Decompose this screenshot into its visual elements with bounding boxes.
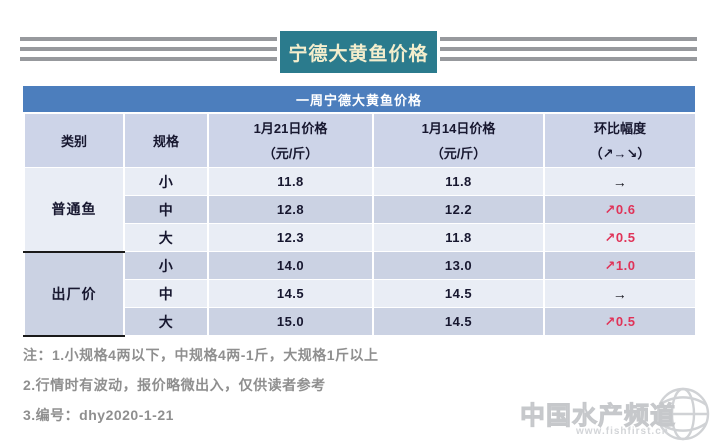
change-cell: ↗0.5 xyxy=(543,307,697,336)
table-header: 类别 规格 1月21日价格 （元/斤） 1月14日价格 （元/斤） 环比幅度 （… xyxy=(23,113,697,168)
table-row: 出厂价小 14.0 13.0 ↗1.0 xyxy=(23,251,697,337)
price-previous-cell: 11.8 xyxy=(372,167,545,196)
price-current-cell: 12.3 xyxy=(207,223,374,252)
price-table: 类别 规格 1月21日价格 （元/斤） 1月14日价格 （元/斤） 环比幅度 （… xyxy=(23,113,697,337)
footnotes: 注：1.小规格4两以下，中规格4两-1斤，大规格1斤以上 2.行情时有波动，报价… xyxy=(23,347,378,437)
price-current-cell: 12.8 xyxy=(207,195,374,224)
col-header-price-previous: 1月14日价格 （元/斤） xyxy=(372,113,545,168)
col-header-spec: 规格 xyxy=(123,113,209,168)
spec-cell: 大 xyxy=(123,223,209,252)
price-current-cell: 15.0 xyxy=(207,307,374,336)
change-cell: ↗0.5 xyxy=(543,223,697,252)
table-title: 一周宁德大黄鱼价格 xyxy=(295,92,422,108)
price-previous-cell: 14.5 xyxy=(372,279,545,308)
table-row: 大 12.3 11.8 ↗0.5 xyxy=(24,223,697,252)
globe-icon xyxy=(656,387,710,441)
footnote-3: 3.编号：dhy2020-1-21 xyxy=(23,407,174,423)
change-cell: → xyxy=(543,167,697,196)
table-row: 中 14.5 14.5 → xyxy=(24,279,697,308)
spec-cell: 中 xyxy=(123,279,209,308)
footnote-2: 2.行情时有波动，报价略微出入，仅供读者参考 xyxy=(23,377,326,393)
spec-cell: 小 xyxy=(123,251,209,280)
page-title-banner: 宁德大黄鱼价格 xyxy=(280,31,437,73)
table-header-row: 类别 规格 1月21日价格 （元/斤） 1月14日价格 （元/斤） 环比幅度 （… xyxy=(23,113,697,168)
category-cell: 普通鱼 xyxy=(23,167,125,253)
col-header-price-current: 1月21日价格 （元/斤） xyxy=(207,113,374,168)
price-current-cell: 14.5 xyxy=(207,279,374,308)
category-cell: 出厂价 xyxy=(23,251,125,337)
col-header-change: 环比幅度 （↗→↘） xyxy=(543,113,697,168)
page-title: 宁德大黄鱼价格 xyxy=(288,43,429,65)
price-previous-cell: 11.8 xyxy=(372,223,545,252)
change-cell: ↗0.6 xyxy=(543,195,697,224)
table-row: 大 15.0 14.5 ↗0.5 xyxy=(24,307,697,336)
change-cell: → xyxy=(543,279,697,308)
spec-cell: 小 xyxy=(123,167,209,196)
price-current-cell: 11.8 xyxy=(207,167,374,196)
price-previous-cell: 12.2 xyxy=(372,195,545,224)
price-table-body: 普通鱼小 11.8 11.8 → 中 12.8 12.2 ↗0.6 大 12.3 11.8 ↗0.5 出… xyxy=(23,167,697,337)
table-row: 普通鱼小 11.8 11.8 → xyxy=(23,167,697,253)
spec-cell: 中 xyxy=(123,195,209,224)
price-previous-cell: 14.5 xyxy=(372,307,545,336)
watermark-text: 中国水产频道 xyxy=(519,402,677,431)
table-row: 中 12.8 12.2 ↗0.6 xyxy=(24,195,697,224)
col-header-category: 类别 xyxy=(23,113,125,168)
spec-cell: 大 xyxy=(123,307,209,336)
table-title-bar: 一周宁德大黄鱼价格 xyxy=(23,86,695,112)
price-previous-cell: 13.0 xyxy=(372,251,545,280)
price-current-cell: 14.0 xyxy=(207,251,374,280)
footnote-1: 注：1.小规格4两以下，中规格4两-1斤，大规格1斤以上 xyxy=(23,347,379,363)
watermark: 中国水产频道 www.fishfirst.cn xyxy=(519,385,712,445)
watermark-url: www.fishfirst.cn xyxy=(576,426,669,437)
change-cell: ↗1.0 xyxy=(543,251,697,280)
price-table-section: 一周宁德大黄鱼价格 类别 规格 1月21日价格 （元/斤） 1月14日价格 （元… xyxy=(23,86,697,337)
